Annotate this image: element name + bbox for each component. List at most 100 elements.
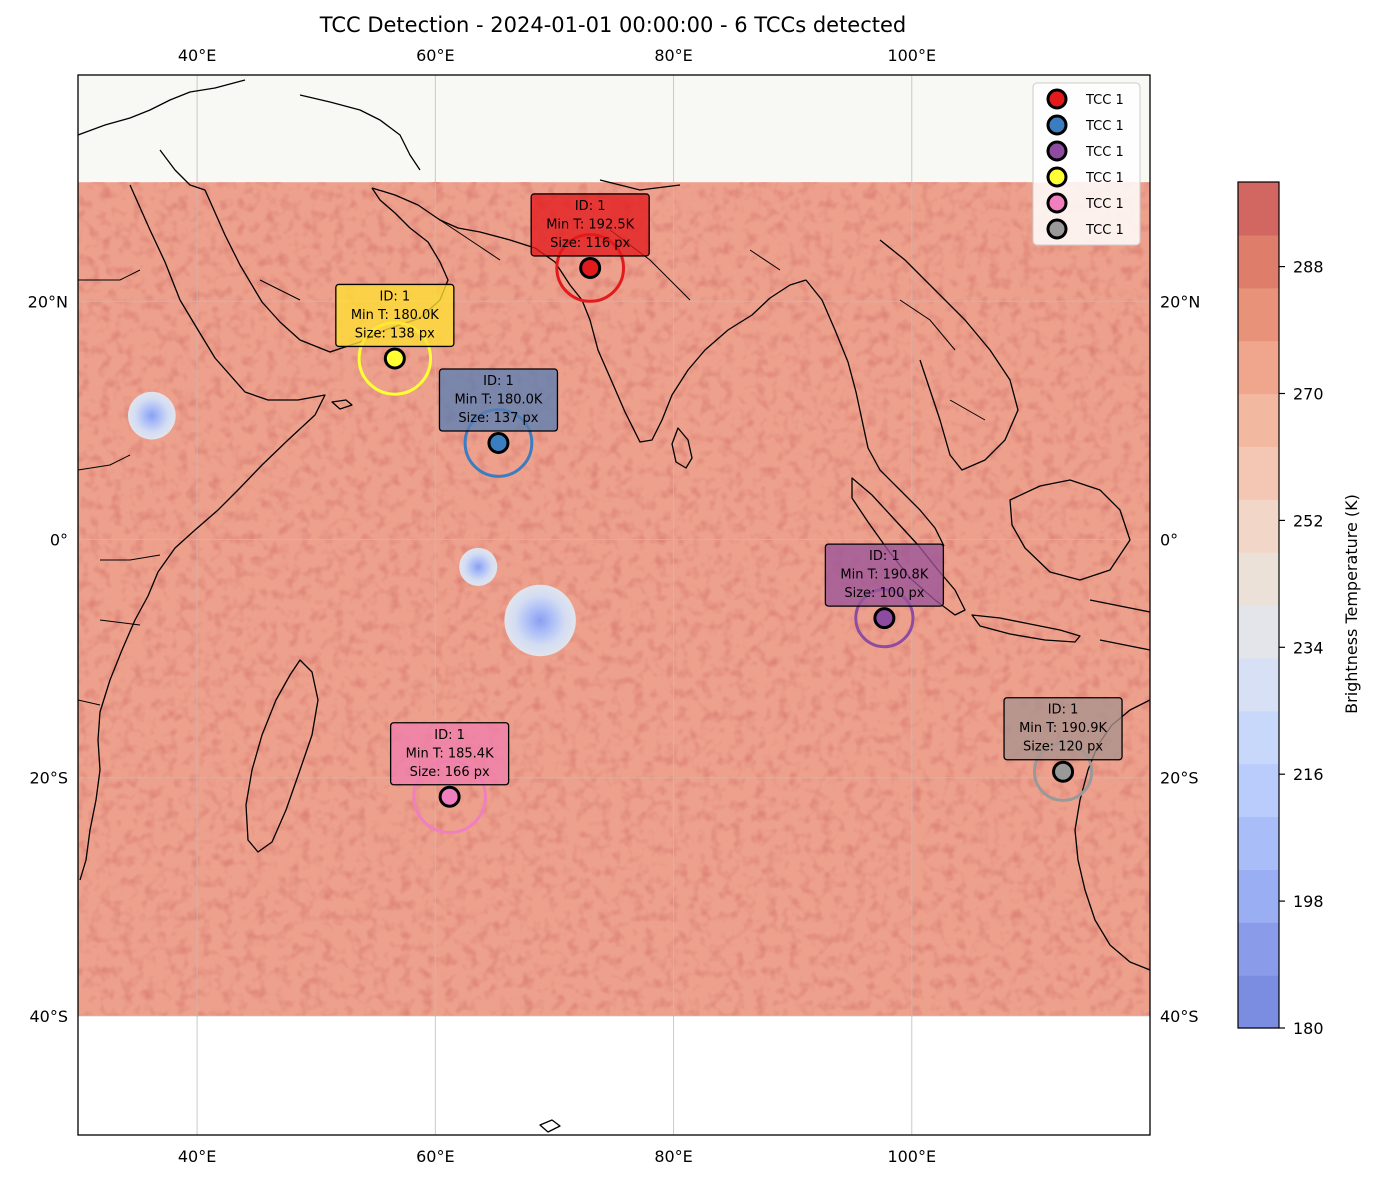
tcc-annotation-box xyxy=(530,193,650,257)
tcc-center-marker xyxy=(873,607,896,630)
colorbar-segment xyxy=(1238,922,1279,976)
tcc-annotation-line: Min T: 190.8K xyxy=(840,568,928,583)
legend-marker xyxy=(1046,166,1068,188)
colorbar-segment xyxy=(1238,287,1279,342)
colorbar: 180 198 216 234 252 270 288 xyxy=(1237,181,1324,1038)
eastern-islands xyxy=(1089,599,1150,651)
cold-spot-3 xyxy=(504,584,576,657)
tcc-6: ID: 1 Min T: 185.4K Size: 166 px xyxy=(389,722,510,834)
tcc-center-marker xyxy=(1052,760,1075,783)
tcc-annotation-line: Min T: 190.9K xyxy=(1019,721,1107,736)
colorbar-tick-label: 234 xyxy=(1293,638,1324,657)
tcc-annotation-box xyxy=(389,722,510,786)
lon-tick-label-bottom: 40°E xyxy=(178,1147,216,1166)
tcc-annotation-line: Size: 120 px xyxy=(1023,740,1103,755)
colorbar-segment xyxy=(1238,552,1279,606)
colorbar-tick-label: 288 xyxy=(1293,258,1324,277)
map-axes: 40°E 40°E 60°E 60°E 80°E 80°E 100°E 100°E 20°N 20… xyxy=(28,46,1201,1166)
gridlines xyxy=(78,75,1150,1135)
legend-marker xyxy=(1046,218,1068,240)
no-data-land-band xyxy=(78,75,1150,183)
colorbar-segment xyxy=(1238,816,1279,870)
tcc-annotation-line: Size: 137 px xyxy=(458,411,538,426)
southern-islet xyxy=(539,1119,561,1133)
tcc-annotation-line: ID: 1 xyxy=(869,549,900,564)
tcc-annotation-line: Size: 138 px xyxy=(355,326,435,341)
lat-tick-label-left: 20°S xyxy=(29,769,68,788)
africa-coast xyxy=(79,184,326,881)
legend-label: TCC 1 xyxy=(1085,223,1124,238)
tcc-annotation-box xyxy=(1003,697,1123,761)
colorbar-segment xyxy=(1238,393,1279,447)
cold-spot-1 xyxy=(128,391,176,440)
colorbar-segment xyxy=(1238,975,1279,1029)
colorbar-label: Brightness Temperature (K) xyxy=(1342,494,1361,714)
gulf-coast xyxy=(371,187,536,249)
tcc-annotation-line: Size: 116 px xyxy=(550,236,630,251)
country-borders xyxy=(78,219,986,706)
lon-tick-label-top: 80°E xyxy=(654,46,692,65)
colorbar-frame xyxy=(1237,181,1280,1029)
border-lines xyxy=(78,219,986,706)
tcc-4: ID: 1 Min T: 190.8K Size: 100 px xyxy=(824,543,945,649)
colorbar-segment xyxy=(1238,763,1279,818)
southeast-asia-coast xyxy=(805,279,945,547)
colorbar-segment xyxy=(1238,499,1279,553)
lat-tick-label-right: 20°S xyxy=(1160,769,1199,788)
colorbar-segment xyxy=(1238,234,1279,289)
legend-label: TCC 1 xyxy=(1085,171,1124,186)
lon-tick-label-bottom: 100°E xyxy=(887,1147,936,1166)
map-frame xyxy=(77,74,1151,1136)
lon-tick-label-top: 60°E xyxy=(416,46,454,65)
legend-label: TCC 1 xyxy=(1085,119,1124,134)
tcc-annotation-line: Min T: 180.0K xyxy=(454,393,542,408)
colorbar-segment xyxy=(1238,710,1279,765)
tcc-annotation-line: Min T: 185.4K xyxy=(406,746,494,761)
colorbar-segment xyxy=(1238,869,1279,923)
legend-label: TCC 1 xyxy=(1085,145,1124,160)
java xyxy=(971,614,1081,643)
lon-tick-label-top: 100°E xyxy=(887,46,936,65)
sumatra xyxy=(851,477,966,616)
colorbar-tick-label: 198 xyxy=(1293,892,1324,911)
socotra xyxy=(331,399,353,410)
legend-label: TCC 1 xyxy=(1085,197,1124,212)
cold-spot-2 xyxy=(459,547,498,586)
tcc-annotation-line: Size: 100 px xyxy=(844,586,924,601)
coastlines xyxy=(78,79,1150,1133)
borneo xyxy=(1009,479,1131,581)
indochina-coast xyxy=(879,239,1019,471)
brightness-temperature-texture xyxy=(78,182,1150,1016)
lat-tick-label-left: 0° xyxy=(50,530,68,549)
colorbar-segment xyxy=(1238,182,1279,236)
colorbar-segment xyxy=(1238,446,1279,500)
lat-tick-label-left: 20°N xyxy=(28,292,68,311)
colorbar-tick-label: 216 xyxy=(1293,765,1324,784)
figure-title: TCC Detection - 2024-01-01 00:00:00 - 6 … xyxy=(319,13,907,37)
tcc-annotation-box xyxy=(824,543,945,607)
tcc-annotation-line: ID: 1 xyxy=(575,199,606,214)
colorbar-tick-label: 252 xyxy=(1293,511,1324,530)
legend-marker xyxy=(1046,114,1068,136)
legend-marker xyxy=(1046,192,1068,214)
tcc-annotation-line: ID: 1 xyxy=(1048,703,1079,718)
northern-coasts xyxy=(78,79,681,191)
sri-lanka xyxy=(671,427,693,469)
tcc-annotation-line: Size: 166 px xyxy=(410,765,490,780)
legend-marker xyxy=(1046,88,1068,110)
lon-tick-label-bottom: 60°E xyxy=(416,1147,454,1166)
tcc-annotation-line: ID: 1 xyxy=(380,289,411,304)
colorbar-segment xyxy=(1238,605,1279,659)
lon-tick-label-top: 40°E xyxy=(178,46,216,65)
tcc-annotation-line: ID: 1 xyxy=(434,728,465,743)
axis-ticks: 40°E 40°E 60°E 60°E 80°E 80°E 100°E 100°E 20°N 20… xyxy=(28,46,1201,1166)
colorbar-tick-label: 180 xyxy=(1293,1019,1324,1038)
colorbar-tick-label: 270 xyxy=(1293,385,1324,404)
madagascar xyxy=(245,659,319,853)
tcc-annotation-line: Min T: 192.5K xyxy=(546,217,634,232)
lat-tick-label-left: 40°S xyxy=(29,1007,68,1026)
lat-tick-label-right: 0° xyxy=(1160,530,1178,549)
tcc-2: ID: 1 Min T: 180.0K Size: 138 px xyxy=(335,283,455,396)
lon-tick-label-bottom: 80°E xyxy=(654,1147,692,1166)
